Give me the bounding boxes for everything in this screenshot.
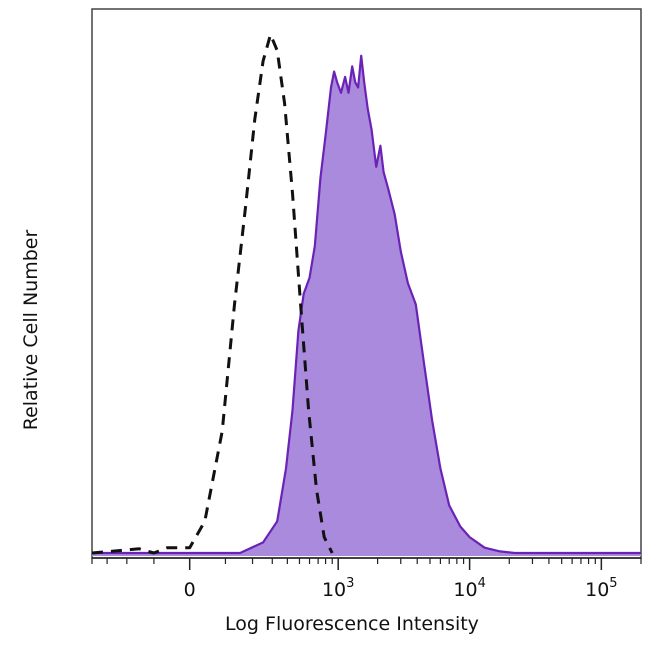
control-histogram-dashed-line — [91, 33, 334, 555]
sample-histogram-outline — [92, 54, 641, 555]
y-axis-title: Relative Cell Number — [20, 230, 42, 431]
x-tick-label: 0 — [184, 579, 196, 601]
x-axis-ticks: 0 103 104 105 — [91, 558, 642, 601]
sample-histogram-fill — [92, 55, 641, 556]
x-tick-label: 105 — [585, 576, 617, 601]
x-axis-title: Log Fluorescence Intensity — [225, 613, 479, 635]
series-layer — [91, 33, 641, 556]
x-tick-label: 104 — [453, 576, 485, 601]
x-tick-label: 103 — [322, 576, 354, 601]
